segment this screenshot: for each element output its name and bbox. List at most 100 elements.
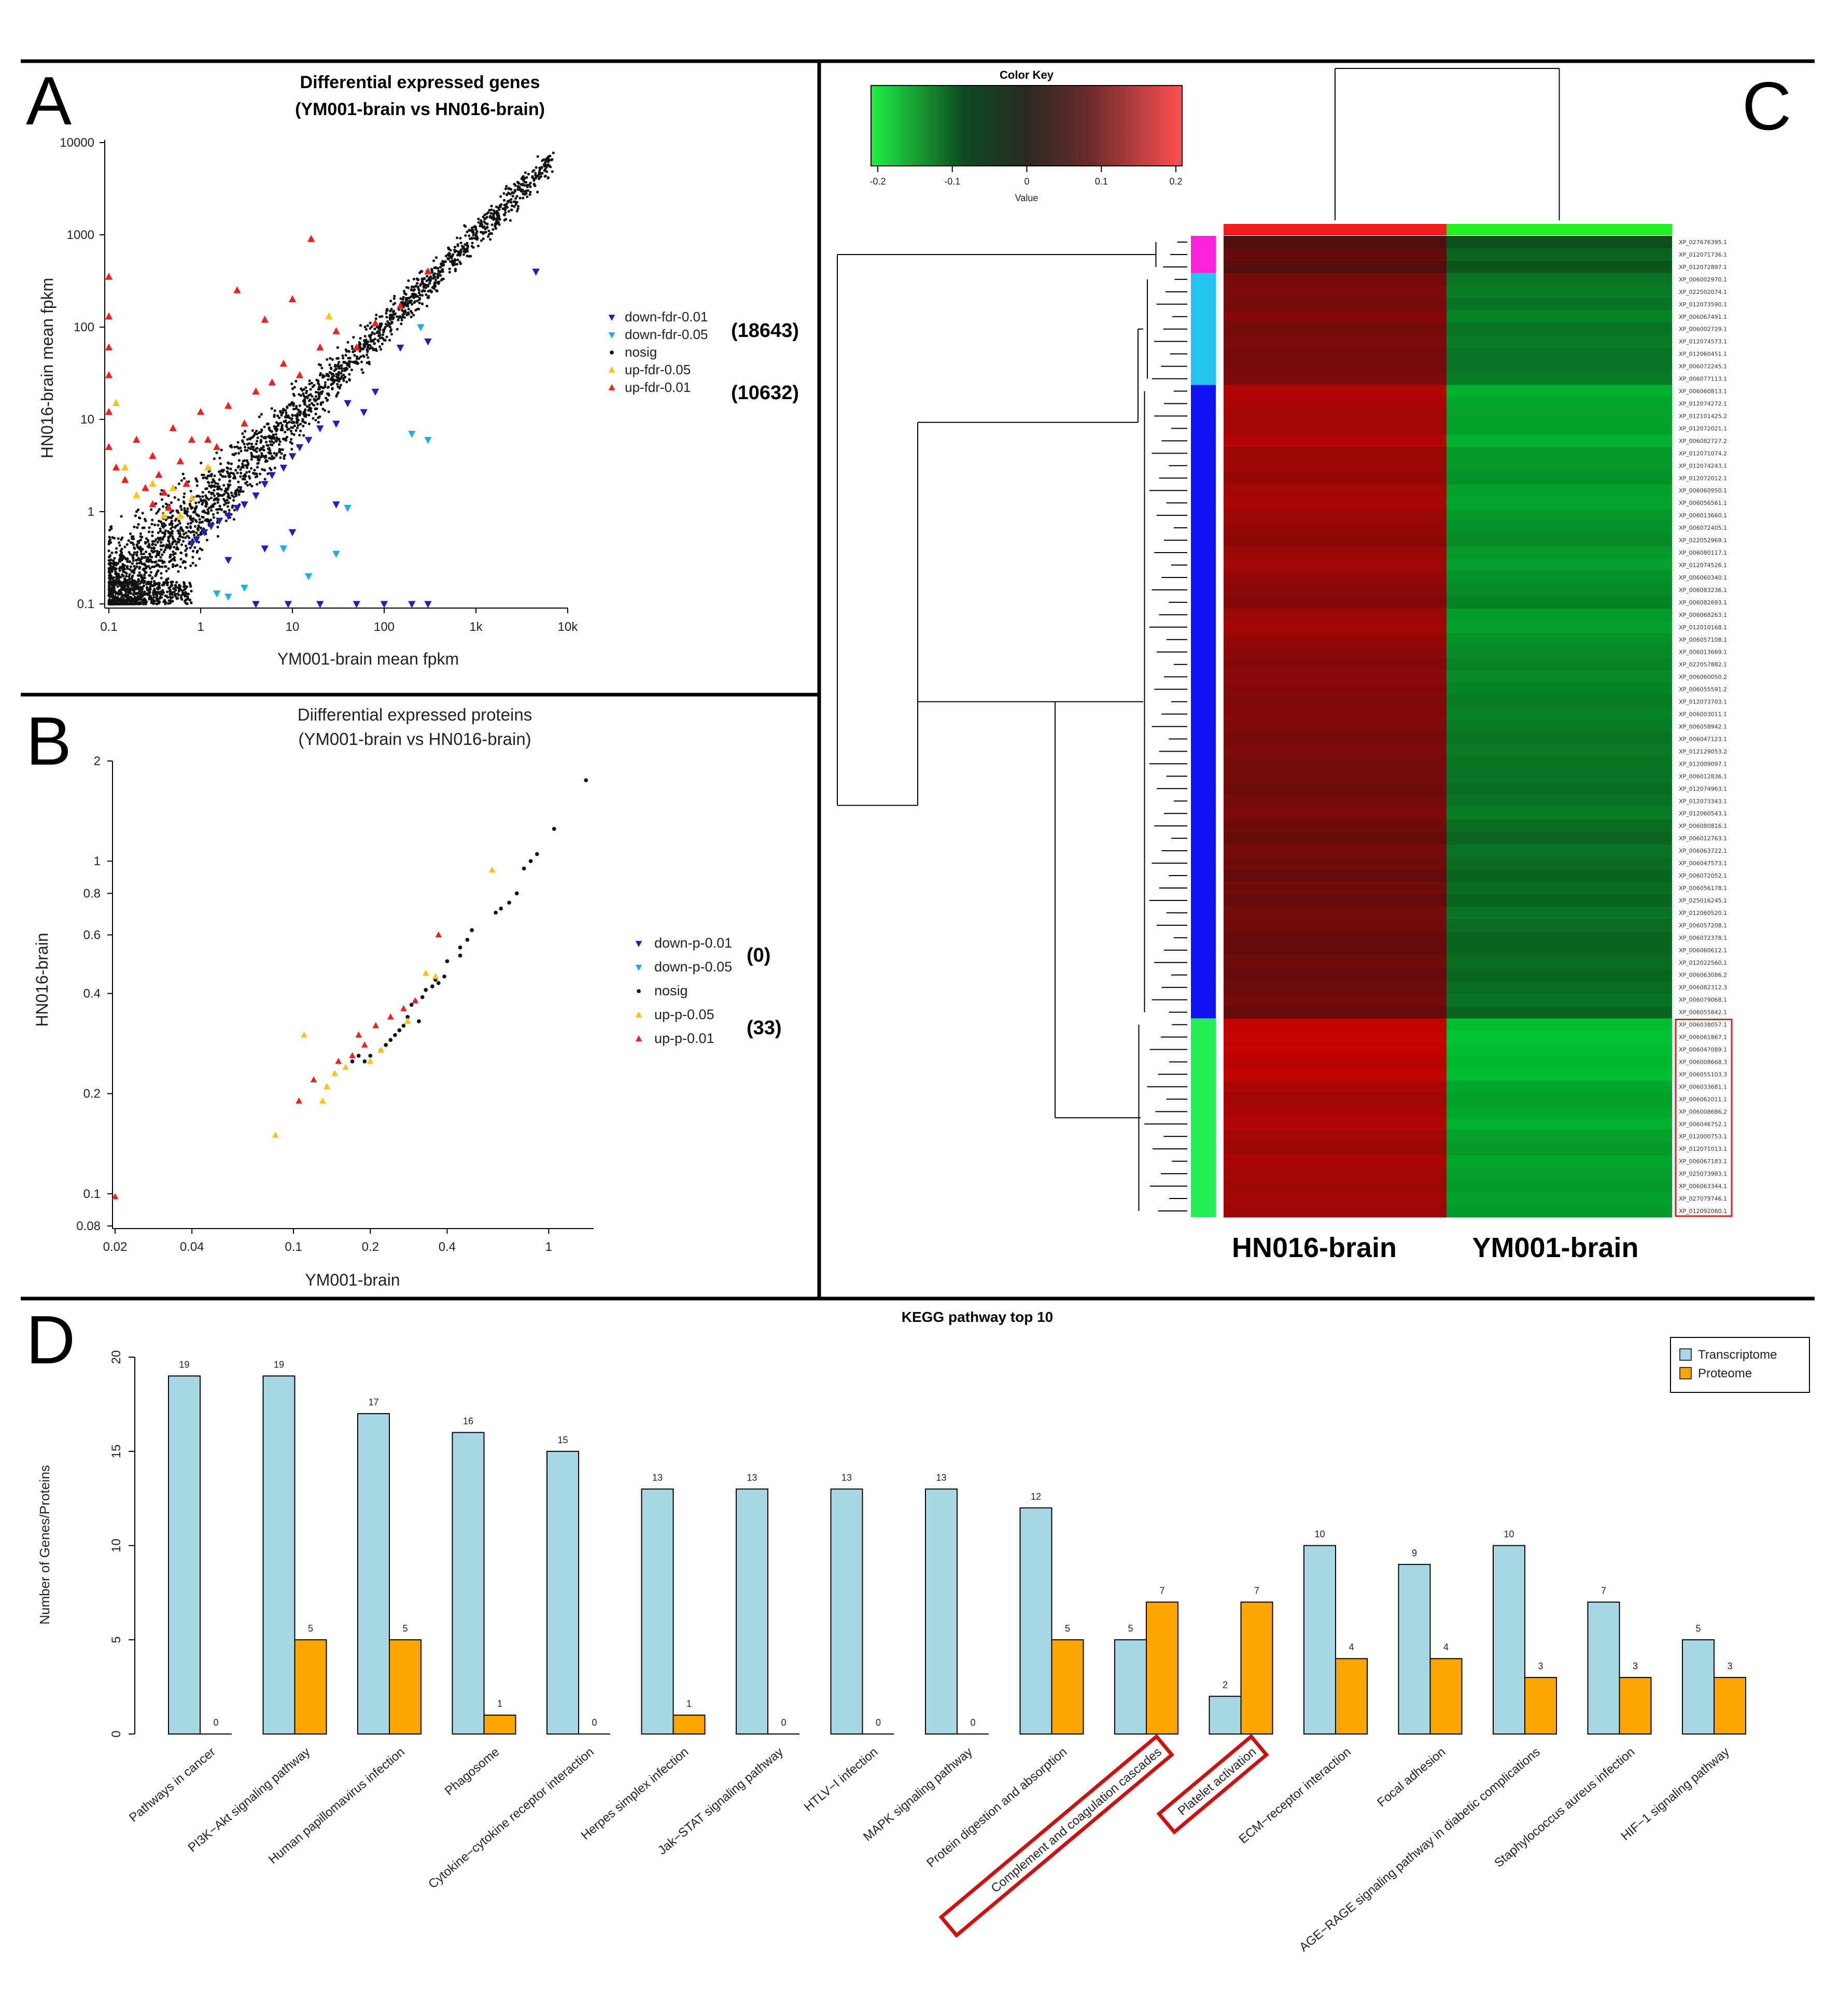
nosig-point <box>189 546 192 549</box>
nosig-point <box>335 383 339 386</box>
nosig-point <box>180 552 183 555</box>
nosig-point <box>242 490 245 493</box>
nosig-point <box>311 394 314 398</box>
nosig-point <box>540 166 543 169</box>
nosig-point <box>492 228 495 231</box>
nosig-point <box>302 434 305 437</box>
nosig-point <box>189 526 192 529</box>
heatmap-row-label: XP_012129053.2 <box>1679 748 1727 755</box>
nosig-point <box>169 599 172 602</box>
nosig-point <box>427 278 430 281</box>
color-key-tick-label: -0.1 <box>944 176 960 187</box>
data-point-up-p-0.01 <box>372 1022 379 1028</box>
nosig-point <box>128 591 131 595</box>
nosig-point <box>243 473 247 476</box>
nosig-point <box>158 565 161 568</box>
heatmap-cell-hn016 <box>1224 335 1447 348</box>
nosig-point <box>474 236 477 239</box>
nosig-point <box>441 268 444 272</box>
nosig-point <box>443 260 446 263</box>
legend-marker-up-fdr-0.01 <box>608 384 615 390</box>
nosig-point <box>290 442 293 445</box>
nosig-point <box>258 449 261 452</box>
nosig-point <box>137 541 140 544</box>
nosig-point <box>117 598 121 601</box>
nosig-point <box>525 181 528 184</box>
nosig-point <box>198 518 201 521</box>
nosig-point <box>412 314 415 317</box>
nosig-point <box>499 205 502 208</box>
nosig-point <box>429 275 432 278</box>
nosig-point <box>139 553 143 556</box>
nosig-point <box>411 292 414 296</box>
data-point-up-p-0.05 <box>432 972 439 979</box>
nosig-point <box>309 393 312 396</box>
nosig-point <box>454 267 457 271</box>
bar-value-label: 5 <box>1695 1623 1701 1633</box>
nosig-point <box>474 227 478 230</box>
nosig-point <box>152 596 156 599</box>
heatmap-cell-hn016 <box>1224 422 1447 435</box>
data-point-nosig <box>522 866 526 871</box>
heatmap-cell-ym001 <box>1447 459 1672 472</box>
nosig-point <box>332 374 335 377</box>
nosig-point <box>200 520 203 524</box>
heatmap-cell-ym001 <box>1447 795 1672 808</box>
nosig-point <box>234 452 237 455</box>
nosig-point <box>425 293 428 297</box>
data-point-up-fdr-0.01 <box>296 371 304 378</box>
heatmap-cell-hn016 <box>1224 782 1447 795</box>
nosig-point <box>208 519 212 522</box>
nosig-point <box>170 501 173 504</box>
heatmap-cell-hn016 <box>1224 882 1447 895</box>
nosig-point <box>262 445 265 448</box>
nosig-point <box>164 545 167 548</box>
nosig-point <box>168 523 171 526</box>
bar-proteome <box>389 1639 422 1735</box>
nosig-point <box>173 556 176 559</box>
nosig-point <box>112 595 115 598</box>
nosig-point <box>241 477 244 481</box>
nosig-point <box>459 236 462 240</box>
data-point-nosig <box>362 1059 367 1064</box>
nosig-point <box>133 551 136 554</box>
heatmap-cell-hn016 <box>1224 1093 1447 1106</box>
nosig-point <box>173 558 176 561</box>
nosig-point <box>149 596 152 599</box>
nosig-point <box>306 396 309 400</box>
nosig-point <box>279 456 282 459</box>
nosig-point <box>335 393 339 396</box>
nosig-point <box>169 511 172 514</box>
data-point-up-p-0.01 <box>296 1097 302 1104</box>
legend-label-up-p-0.05: up-p-0.05 <box>654 1007 714 1022</box>
heatmap-cell-hn016 <box>1224 1118 1447 1131</box>
data-point-up-fdr-0.01 <box>424 267 432 275</box>
nosig-point <box>241 432 244 435</box>
data-point-down-fdr-0.01 <box>224 513 232 520</box>
bar-transcriptome <box>1209 1696 1242 1735</box>
nosig-point <box>138 547 142 551</box>
nosig-point <box>115 599 118 603</box>
nosig-point <box>472 234 475 237</box>
data-point-up-p-0.05 <box>367 1058 374 1064</box>
nosig-point <box>176 529 179 532</box>
legend-label-up-p-0.01: up-p-0.01 <box>654 1031 714 1046</box>
nosig-point <box>405 313 409 316</box>
bar-value-label: 9 <box>1412 1548 1417 1558</box>
nosig-point <box>251 446 255 449</box>
nosig-point <box>158 552 161 555</box>
heatmap-row-label: XP_006056178.1 <box>1679 885 1727 892</box>
heatmap-cell-hn016 <box>1224 757 1447 770</box>
nosig-point <box>161 544 164 547</box>
chart-a-x-axis-label: YM001-brain mean fpkm <box>277 650 459 668</box>
data-point-down-fdr-0.01 <box>261 481 269 488</box>
data-point-nosig <box>350 1059 355 1064</box>
nosig-point <box>385 316 388 319</box>
nosig-point <box>376 339 380 342</box>
nosig-point <box>513 205 516 208</box>
data-point-down-fdr-0.01 <box>207 523 215 530</box>
nosig-point <box>351 347 354 350</box>
nosig-point <box>138 582 141 585</box>
series-up-p-0.05 <box>272 866 496 1138</box>
nosig-point <box>185 592 188 595</box>
